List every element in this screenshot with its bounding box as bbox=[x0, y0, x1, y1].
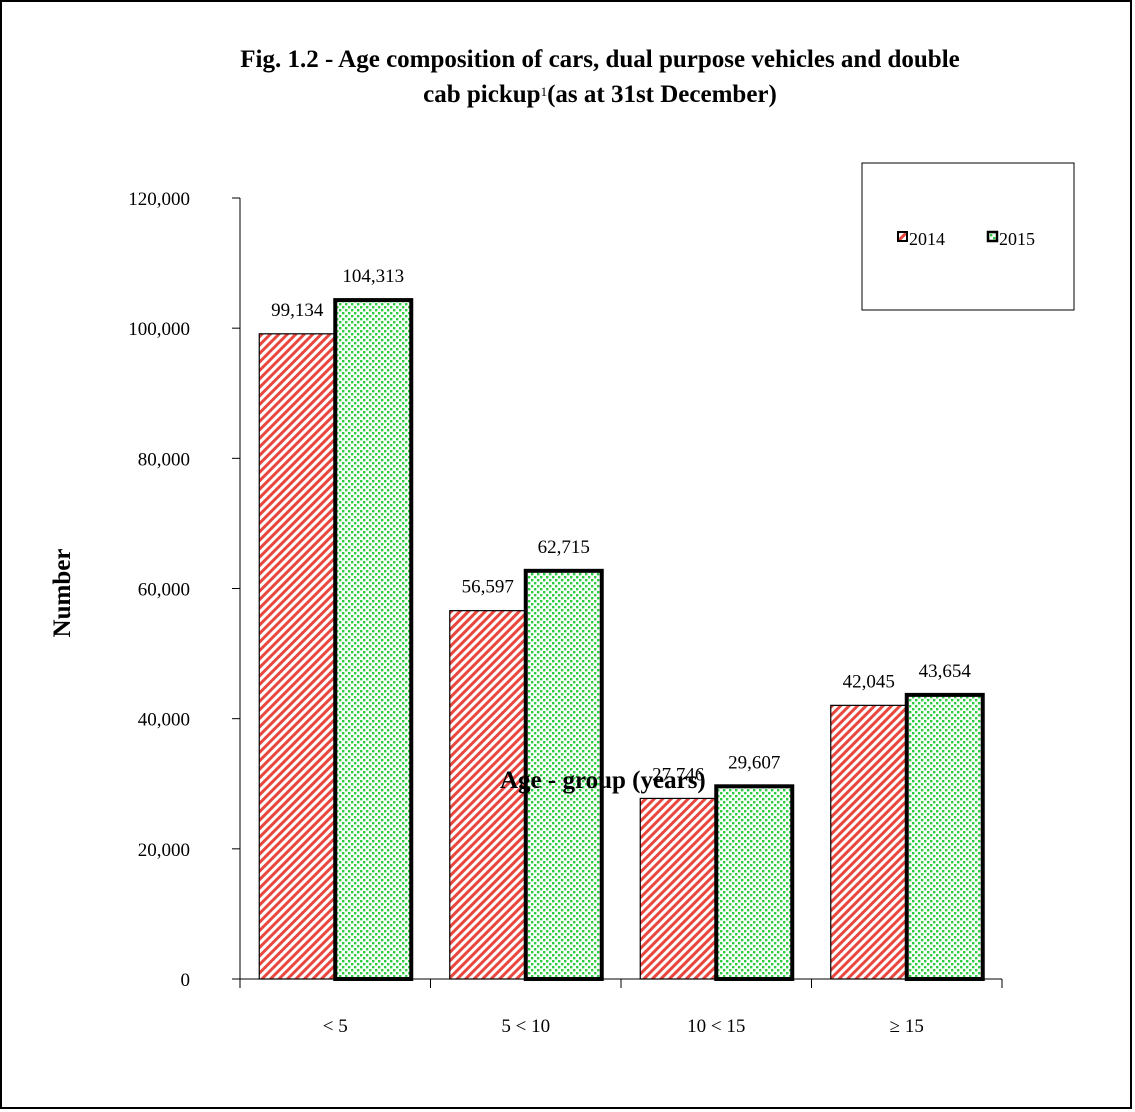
legend-swatch-2015 bbox=[986, 230, 999, 243]
bar-2014 bbox=[258, 333, 336, 980]
chart-title-line2-end: (as at 31st December) bbox=[547, 81, 777, 108]
x-tick-label: ≥ 15 bbox=[890, 1016, 924, 1037]
y-tick-label: 20,000 bbox=[138, 840, 190, 861]
legend-label-2014: 2014 bbox=[909, 229, 945, 249]
bar-2015 bbox=[333, 298, 414, 981]
data-label-2014: 56,597 bbox=[462, 577, 514, 598]
data-label-2015: 104,313 bbox=[342, 266, 404, 287]
bar-2014 bbox=[449, 610, 527, 980]
x-axis-title: Age - group (years) bbox=[500, 767, 706, 794]
bar-2015 bbox=[714, 784, 795, 982]
y-tick-label: 40,000 bbox=[138, 710, 190, 731]
y-tick-label: 80,000 bbox=[138, 449, 190, 470]
y-axis-title: Number bbox=[49, 549, 76, 638]
x-tick-label: < 5 bbox=[323, 1016, 348, 1037]
chart-title: Fig. 1.2 - Age composition of cars, dual… bbox=[100, 44, 1100, 111]
chart-title-superscript: 1 bbox=[540, 84, 548, 99]
data-label-2015: 62,715 bbox=[538, 537, 590, 558]
bar-2014 bbox=[639, 797, 717, 980]
data-label-2015: 29,607 bbox=[728, 752, 780, 773]
data-label-2014: 27,746 bbox=[652, 764, 704, 785]
y-tick-label: 100,000 bbox=[128, 319, 190, 340]
legend-swatch-2014 bbox=[897, 231, 908, 242]
bar-2015 bbox=[523, 568, 604, 982]
data-label-2014: 42,045 bbox=[843, 671, 895, 692]
chart-title-line2: cab pickup1(as at 31st December) bbox=[100, 76, 1100, 111]
legend-label-2015: 2015 bbox=[999, 229, 1035, 249]
y-tick-label: 60,000 bbox=[138, 580, 190, 601]
data-labels: 99,134 104,313 56,597 62,715 27,746 29,607 42,… bbox=[271, 266, 971, 785]
data-label-2014: 99,134 bbox=[271, 300, 324, 321]
legend: 2014 2015 bbox=[861, 162, 1075, 311]
bar-2015 bbox=[904, 692, 985, 981]
y-tick-label: 0 bbox=[181, 970, 191, 991]
chart-title-line2-main: cab pickup bbox=[423, 81, 541, 108]
data-label-2015: 43,654 bbox=[919, 661, 972, 682]
x-tick-label: 5 < 10 bbox=[501, 1016, 550, 1037]
x-tick-label: 10 < 15 bbox=[687, 1016, 745, 1037]
bars bbox=[258, 298, 985, 982]
chart-title-line1: Fig. 1.2 - Age composition of cars, dual… bbox=[240, 46, 960, 73]
bar-2014 bbox=[830, 704, 908, 980]
y-tick-label: 120,000 bbox=[128, 189, 190, 210]
legend-box bbox=[861, 162, 1075, 311]
